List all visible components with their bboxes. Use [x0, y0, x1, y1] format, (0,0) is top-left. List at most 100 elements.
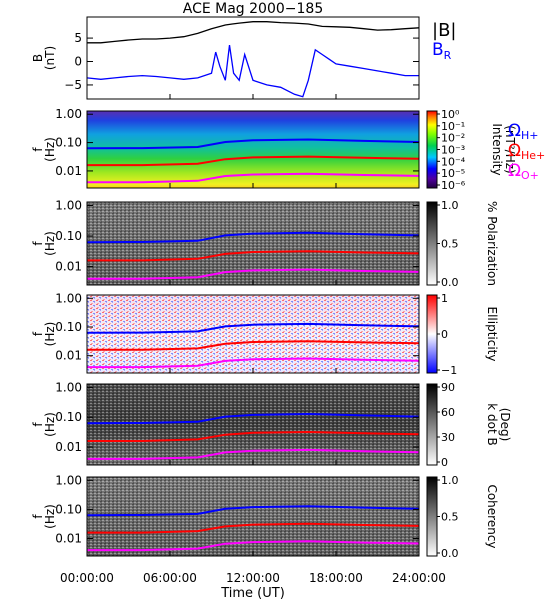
- colorbar-label: % Polarization: [485, 201, 499, 286]
- colorbar-tick-label: 0.5: [441, 511, 459, 524]
- panel-coherency: 1.00 0.10 0.01 f(Hz) 1.0 0.5 0.0 Coherency: [31, 473, 499, 560]
- colorbar-ellipticity: [426, 294, 438, 374]
- y-axis-label: (Hz): [43, 504, 57, 529]
- gyrofrequency-line-h: [86, 412, 420, 425]
- colorbar-tick-label: −1: [441, 364, 457, 377]
- ion-label-He: ΩHe+: [508, 141, 545, 162]
- gyrofrequency-line-he: [87, 430, 420, 442]
- gyrofrequency-line-h: [86, 505, 420, 517]
- gyrofrequency-line-he: [87, 155, 420, 167]
- y-axis-label: f: [31, 331, 45, 336]
- colorbar-coherency: [426, 476, 438, 557]
- ion-label-subscript: He+: [521, 149, 545, 162]
- y-tick-label: 5: [74, 31, 82, 45]
- gyrofrequency-line-o: [87, 268, 420, 280]
- y-axis-label: (Hz): [43, 412, 57, 437]
- series-line-b-magnitude: [87, 21, 420, 44]
- colorbar-tick-label: 10⁻⁶: [441, 179, 466, 192]
- gyrofrequency-line-o: [87, 448, 420, 460]
- colorbar-tick-label: 1: [441, 292, 448, 305]
- colorbar-label: (Deg): [498, 408, 512, 442]
- y-tick-label: 0.10: [55, 229, 82, 243]
- y-tick-label: 0.10: [55, 410, 82, 424]
- colorbar-tick-label: 10⁻¹: [441, 120, 465, 133]
- spectrogram-texture: [87, 477, 419, 556]
- colorbar-polarization: [426, 201, 438, 286]
- gyrofrequency-line-he: [87, 340, 420, 351]
- y-axis-label: f: [31, 514, 45, 519]
- y-tick-label: 1.00: [55, 473, 82, 487]
- x-axis-label: Time (UT): [220, 586, 285, 600]
- panel-polarization: 1.00 0.10 0.01 f(Hz) 1.0 0.5 0.0 % Polarization: [31, 198, 499, 289]
- y-tick-label: 0.01: [55, 260, 82, 274]
- gyrofrequency-line-he: [87, 250, 420, 262]
- gyrofrequency-line-he: [87, 522, 420, 534]
- y-axis-label: (Hz): [43, 322, 57, 347]
- gyrofrequency-line-o: [87, 540, 420, 552]
- gyrofrequency-line-o: [87, 357, 420, 369]
- colorbar-tick-label: 1.0: [441, 199, 459, 212]
- colorbar-tick-label: 0.0: [441, 547, 459, 560]
- ion-label-subscript: H+: [521, 129, 539, 142]
- panel-mag: 5 0 −5 B(nT) |B|BR: [31, 16, 456, 100]
- colorbar-label: Intensity: [490, 123, 504, 175]
- gyrofrequency-line-h: [86, 138, 420, 150]
- x-axis: 00:00:00 06:00:00 12:00:00 18:00:00 24:00:00: [60, 571, 446, 585]
- colorbar-tick-label: 60: [441, 406, 455, 419]
- ion-label-subscript: O+: [521, 169, 539, 182]
- colorbar-tick-label: 0.0: [441, 276, 459, 289]
- y-tick-label: 1.00: [55, 291, 82, 305]
- x-tick-label: 00:00:00: [60, 571, 114, 585]
- colorbar-intensity: [426, 110, 438, 189]
- colorbar-tick-label: 0: [441, 456, 448, 469]
- colorbar-label: Coherency: [485, 484, 499, 548]
- y-axis-label: (Hz): [43, 231, 57, 256]
- colorbar-tick-label: 10⁻³: [441, 144, 465, 157]
- colorbar-tick-label: 0.5: [441, 238, 459, 251]
- y-tick-label: 0.01: [55, 349, 82, 363]
- spectrogram-texture: [87, 295, 419, 373]
- colorbar-tick-label: 90: [441, 381, 455, 394]
- x-tick-label: 18:00:00: [309, 571, 363, 585]
- y-axis-label: f: [31, 147, 45, 152]
- colorbar-label: Ellipticity: [485, 307, 499, 362]
- spectrogram-texture: [87, 384, 419, 465]
- y-tick-label: 1.00: [55, 198, 82, 212]
- y-tick-label: 1.00: [55, 380, 82, 394]
- colorbar-tick-label: 0: [441, 328, 448, 341]
- gyrofrequency-line-h: [86, 231, 420, 244]
- colorbar-tick-label: 1.0: [441, 474, 459, 487]
- panel-intensity: 1.00 0.10 0.01 f(Hz) 10⁰10⁻¹10⁻²10⁻³10⁻⁴10⁻⁵…: [31, 107, 545, 192]
- series-line-b-r: [86, 45, 419, 98]
- y-tick-label: 0.10: [55, 136, 82, 150]
- y-tick-label: 0: [74, 55, 82, 69]
- legend-b-r: BR: [432, 40, 452, 62]
- colorbar-tick-label: 10⁻²: [441, 132, 465, 145]
- colorbar-kdotb: [426, 383, 438, 466]
- colorbar-tick-label: 10⁻⁴: [441, 155, 466, 168]
- gyrofrequency-line-h: [86, 322, 420, 334]
- y-tick-label: 1.00: [55, 107, 82, 121]
- y-tick-label: 0.01: [55, 164, 82, 178]
- y-axis-label: (nT): [43, 46, 57, 70]
- spectrogram-texture: [87, 202, 419, 285]
- spectrogram-intensity: [87, 111, 419, 188]
- x-tick-label: 24:00:00: [392, 571, 446, 585]
- ion-label-O: ΩO+: [508, 161, 539, 182]
- x-tick-label: 12:00:00: [226, 571, 280, 585]
- panel-ellipticity: 1.00 0.10 0.01 f(Hz) 1 0 −1 Ellipticity: [31, 291, 499, 377]
- colorbar-label: k dot B: [485, 403, 499, 445]
- y-tick-label: 0.10: [55, 320, 82, 334]
- y-tick-label: 0.01: [55, 440, 82, 454]
- y-axis-label: (Hz): [43, 137, 57, 162]
- colorbar-label: (nT²/Hz): [503, 125, 517, 173]
- y-axis-label: f: [31, 241, 45, 246]
- ion-label-H: ΩH+: [508, 121, 539, 142]
- colorbar-tick-label: 30: [441, 431, 455, 444]
- x-tick-label: 06:00:00: [143, 571, 197, 585]
- y-tick-label: 0.10: [55, 502, 82, 516]
- panel-kdotb: 1.00 0.10 0.01 f(Hz) 90 60 30 0 k dot B (Deg): [31, 380, 512, 469]
- legend-subscript: R: [444, 49, 452, 62]
- y-axis-label: f: [31, 422, 45, 427]
